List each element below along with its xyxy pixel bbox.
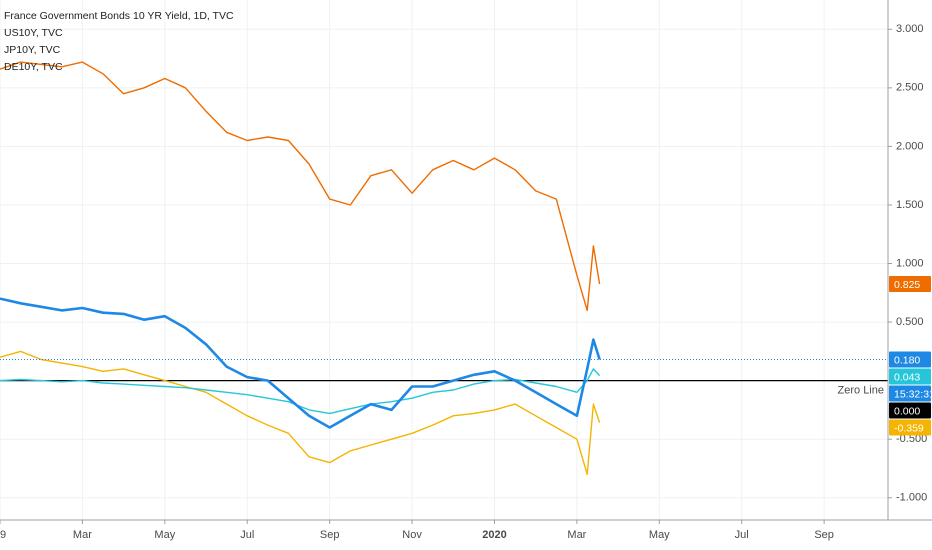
price-label: -0.359	[894, 422, 924, 434]
x-tick-label: May	[649, 529, 670, 541]
price-label-box	[889, 368, 931, 385]
x-tick-label: Mar	[567, 529, 586, 541]
y-tick-label: 1.500	[896, 199, 924, 211]
y-tick-label: 1.000	[896, 257, 924, 269]
y-tick-label: 3.000	[896, 23, 924, 35]
y-tick-label: -1.000	[896, 492, 927, 504]
plot	[0, 61, 888, 475]
x-tick-label: Mar	[73, 529, 92, 541]
price-label-box	[889, 402, 931, 419]
countdown-box	[889, 385, 931, 402]
price-label: 0.000	[894, 405, 920, 417]
grid	[0, 0, 888, 520]
countdown: 15:32:31	[894, 388, 932, 400]
price-label: 0.825	[894, 279, 920, 291]
zero-line-label: Zero Line	[838, 385, 884, 397]
x-tick-label: Jul	[735, 529, 749, 541]
legend: France Government Bonds 10 YR Yield, 1D,…	[4, 10, 234, 73]
x-tick-label: Sep	[320, 529, 340, 541]
x-tick-label: May	[154, 529, 175, 541]
x-tick-label: 19	[0, 529, 6, 541]
price-label-box	[889, 351, 931, 368]
price-label: 0.180	[894, 354, 920, 366]
y-tick-label: -0.500	[896, 433, 927, 445]
axis-labels: 3.000 2.500 2.000 1.500 1.000 0.500 -0.500 -1.0…	[0, 23, 932, 541]
series-line	[0, 61, 601, 312]
price-label: 0.043	[894, 371, 920, 383]
series-line	[0, 368, 601, 415]
x-tick-label: Sep	[814, 529, 834, 541]
legend-entry: US10Y, TVC	[4, 27, 63, 39]
legend-entry: DE10Y, TVC	[4, 61, 63, 73]
price-label-box	[889, 276, 931, 293]
x-tick-label: 2020	[482, 529, 506, 541]
legend-entry: JP10Y, TVC	[4, 44, 61, 56]
price-label-box	[889, 419, 931, 436]
y-tick-label: 2.000	[896, 140, 924, 152]
y-tick-label: 2.500	[896, 82, 924, 94]
legend-entry: France Government Bonds 10 YR Yield, 1D,…	[4, 10, 234, 22]
x-tick-label: Nov	[402, 529, 422, 541]
y-tick-label: 0.500	[896, 316, 924, 328]
series-line	[0, 297, 601, 429]
series-line	[0, 350, 601, 475]
x-tick-label: Jul	[240, 529, 254, 541]
